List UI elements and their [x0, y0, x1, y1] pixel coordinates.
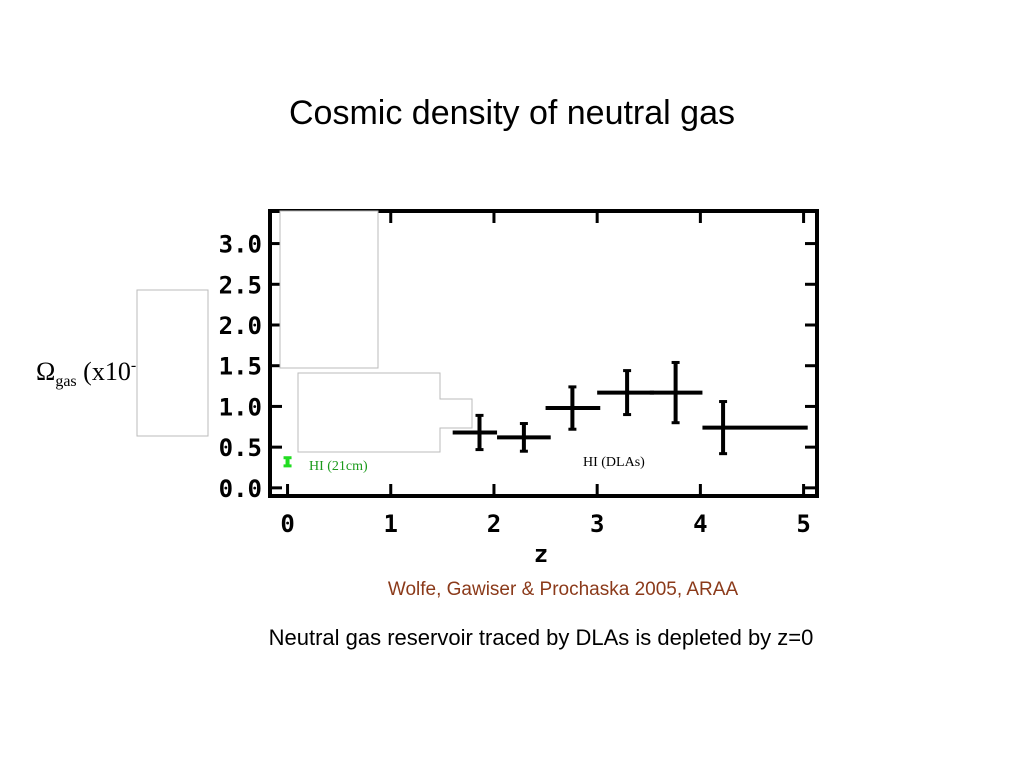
caption: Neutral gas reservoir traced by DLAs is …: [269, 625, 814, 650]
x-tick-label: 4: [693, 510, 707, 538]
y-tick-label: 1.5: [219, 353, 262, 381]
plot: 0 1 2 3 4 5 0.0 0.5 1.0 1.5 2.0 2.5 3.0: [219, 209, 819, 538]
blank-box: [279, 210, 379, 369]
x-tick-label: 2: [487, 510, 501, 538]
citation: Wolfe, Gawiser & Prochaska 2005, ARAA: [388, 579, 739, 600]
overlay: [136, 210, 473, 453]
x-tick-label: 3: [590, 510, 604, 538]
blank-box: [136, 289, 209, 437]
y-label-sub: gas: [55, 373, 76, 390]
y-label-symbol: Ω: [36, 357, 55, 386]
y-tick-label: 0.5: [219, 434, 262, 462]
chart-title: Cosmic density of neutral gas: [289, 94, 735, 132]
x-tick-label: 1: [384, 510, 398, 538]
series-label: HI (21cm): [309, 459, 368, 474]
y-tick-label: 3.0: [219, 231, 262, 259]
x-tick-label: 5: [796, 510, 810, 538]
y-tick-label: 2.0: [219, 312, 262, 340]
plot-frame: [268, 209, 819, 498]
x-axis-label: z: [534, 540, 548, 568]
blank-box: [297, 372, 473, 453]
y-tick-label: 2.5: [219, 271, 262, 299]
y-axis-label: Ωgas (x10-3): [36, 357, 153, 390]
y-tick-label: 1.0: [219, 393, 262, 421]
series-label: HI (DLAs): [583, 455, 645, 470]
y-tick-label: 0.0: [219, 475, 262, 503]
y-label-main: (x10: [77, 357, 131, 386]
x-tick-label: 0: [280, 510, 294, 538]
